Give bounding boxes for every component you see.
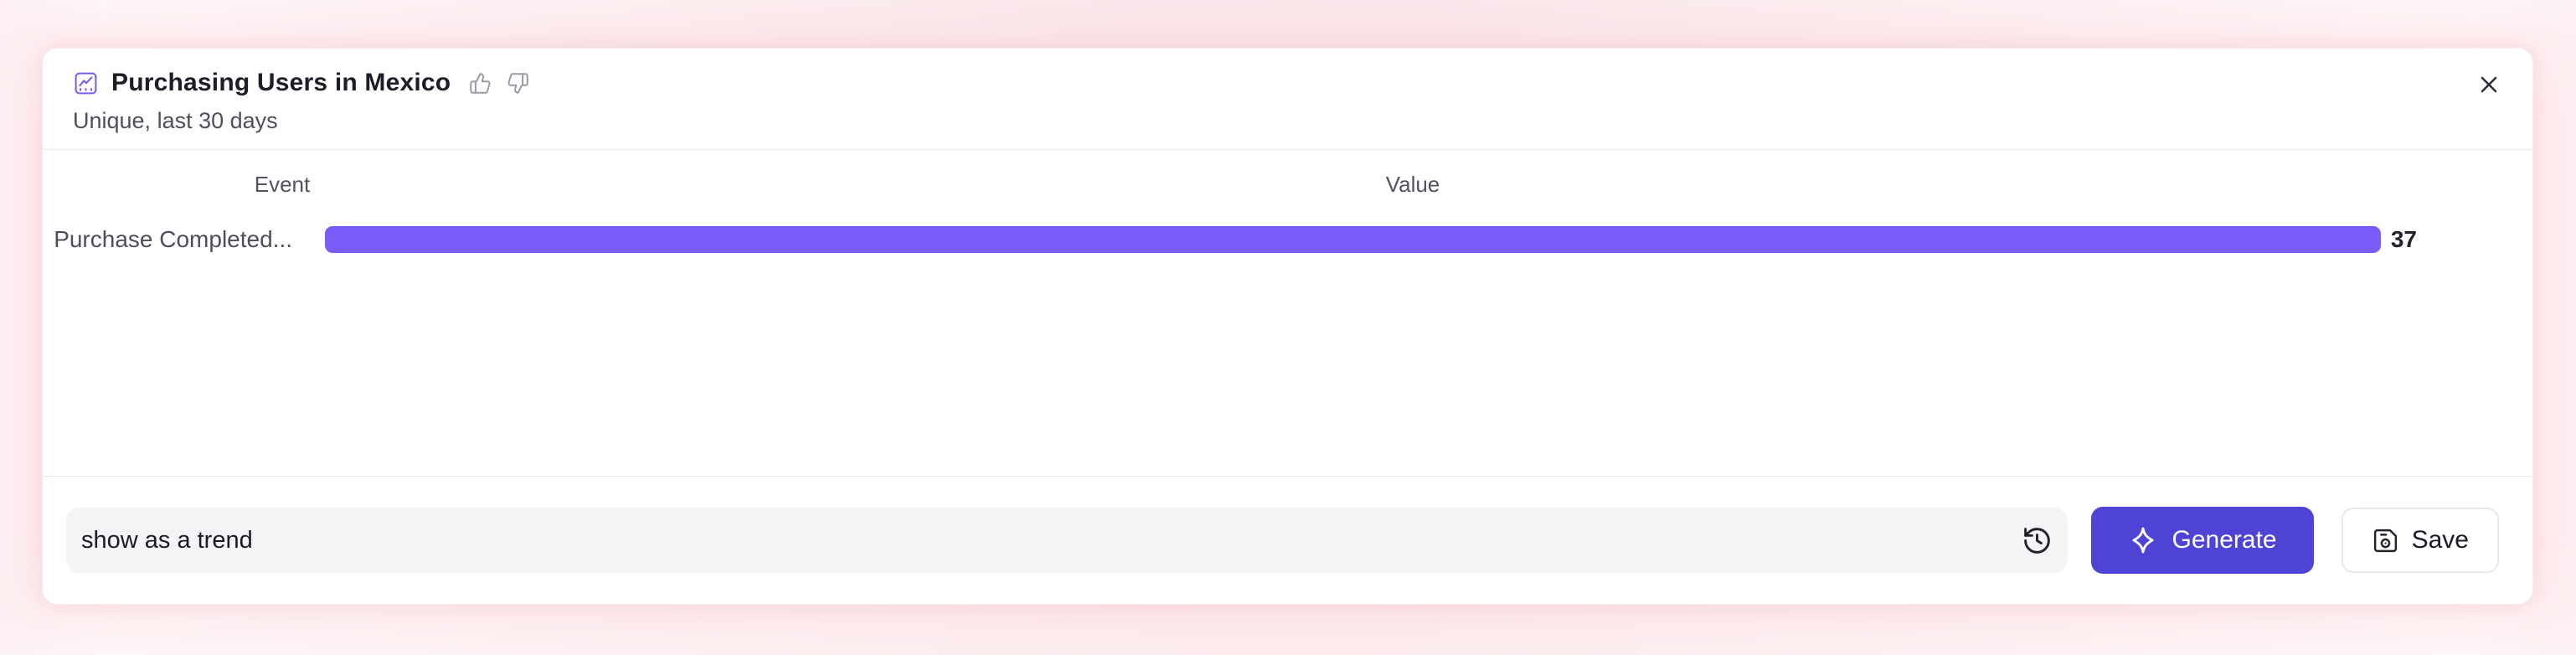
chart-area: Event Value Purchase Completed... 37: [43, 150, 2532, 476]
prompt-input[interactable]: [81, 526, 2022, 554]
thumbs-down-icon[interactable]: [507, 72, 529, 95]
generate-button[interactable]: Generate: [2090, 507, 2314, 574]
card-header: Purchasing Users in Mexico: [43, 49, 2532, 150]
prompt-box: [66, 508, 2068, 573]
sparkle-icon: [2128, 525, 2158, 555]
line-chart-icon: [73, 70, 99, 96]
save-button-label: Save: [2411, 526, 2469, 554]
thumbs-up-icon[interactable]: [469, 72, 492, 95]
prompt-footer: Generate Save: [43, 476, 2532, 604]
bar-value: 37: [2390, 226, 2417, 252]
page-title: Purchasing Users in Mexico: [111, 69, 451, 96]
bar-track: 37: [325, 226, 2417, 253]
chart-card: Purchasing Users in Mexico: [42, 48, 2533, 605]
feedback-buttons: [469, 72, 529, 95]
close-icon[interactable]: [2474, 70, 2504, 100]
save-button[interactable]: Save: [2341, 508, 2499, 573]
chart-subtitle: Unique, last 30 days: [73, 108, 278, 133]
table-row: Purchase Completed... 37: [43, 224, 2417, 255]
save-icon: [2372, 527, 2399, 554]
history-icon[interactable]: [2022, 525, 2053, 556]
title-row: Purchasing Users in Mexico: [73, 69, 2499, 97]
bar[interactable]: [325, 226, 2381, 253]
column-header-event: Event: [254, 172, 311, 197]
generate-button-label: Generate: [2172, 526, 2277, 554]
event-label: Purchase Completed...: [54, 226, 292, 252]
column-header-value: Value: [1385, 172, 1440, 197]
